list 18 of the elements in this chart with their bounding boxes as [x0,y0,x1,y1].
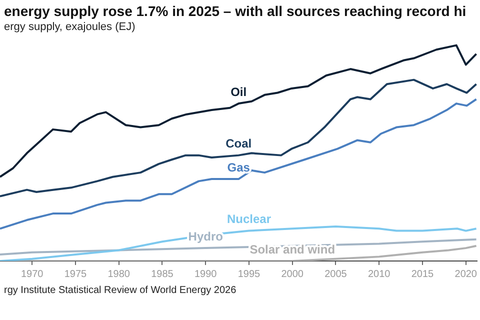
x-tick-label: 2000 [281,268,304,280]
text: rgy Institute Statistical Review of World Energy 2026 [3,284,238,298]
x-tick-label: 1980 [108,268,130,280]
x-tick-label: 1975 [64,268,88,280]
x-tick-label: 1990 [194,268,218,280]
x-tick-label: 1985 [151,268,174,280]
chart-subtitle: ergy supply, exajoules (EJ) [3,20,136,35]
chart-title: energy supply rose 1.7% in 2025 – with all sources reaching record hi [3,2,468,19]
x-tick-label: 2020 [454,268,478,280]
x-tick-label: 2015 [411,268,434,280]
x-tick-label: 2010 [368,268,391,280]
x-tick-label: 1995 [238,268,261,280]
series-label: Oil [230,84,247,99]
x-tick-label: 2005 [324,268,348,280]
series-label: Nuclear [226,212,272,226]
series-label: Coal [226,136,252,151]
x-tick-label: 1970 [20,268,44,280]
series-label: Gas [227,160,250,174]
